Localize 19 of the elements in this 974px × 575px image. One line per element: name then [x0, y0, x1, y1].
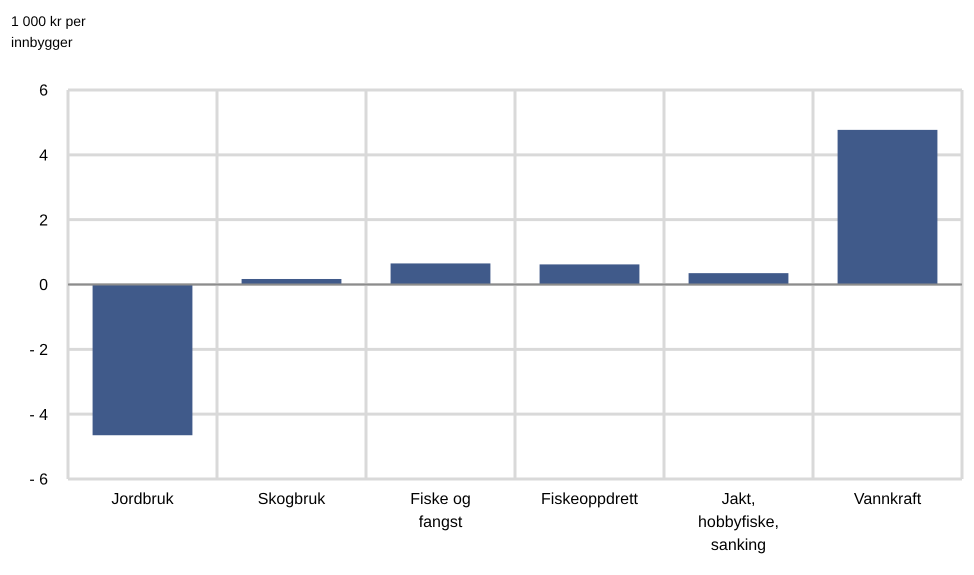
y-axis-title: 1 000 kr per innbygger: [11, 13, 86, 50]
y-tick-label: 4: [39, 147, 48, 164]
bar: [688, 273, 788, 284]
x-tick-label: Vannkraft: [854, 491, 922, 508]
y-tick-label: 6: [39, 82, 48, 100]
y-tick-label: - 6: [29, 472, 48, 489]
y-tick-label: - 4: [29, 406, 48, 424]
bar: [92, 284, 192, 436]
y-tick-label: 0: [39, 277, 48, 294]
x-tick-label: Jordbruk: [111, 491, 175, 508]
x-tick-label: Skogbruk: [258, 491, 326, 508]
bar: [540, 264, 640, 284]
bar: [838, 130, 938, 284]
x-tick-label: Jakt, hobbyfiske, sanking: [698, 491, 779, 554]
y-tick-label: 2: [39, 212, 48, 230]
y-tick-label: - 2: [29, 342, 48, 359]
x-tick-label: Fiskeoppdrett: [541, 491, 639, 508]
bar: [390, 263, 490, 284]
x-tick-label: Fiske og fangst: [410, 491, 471, 531]
